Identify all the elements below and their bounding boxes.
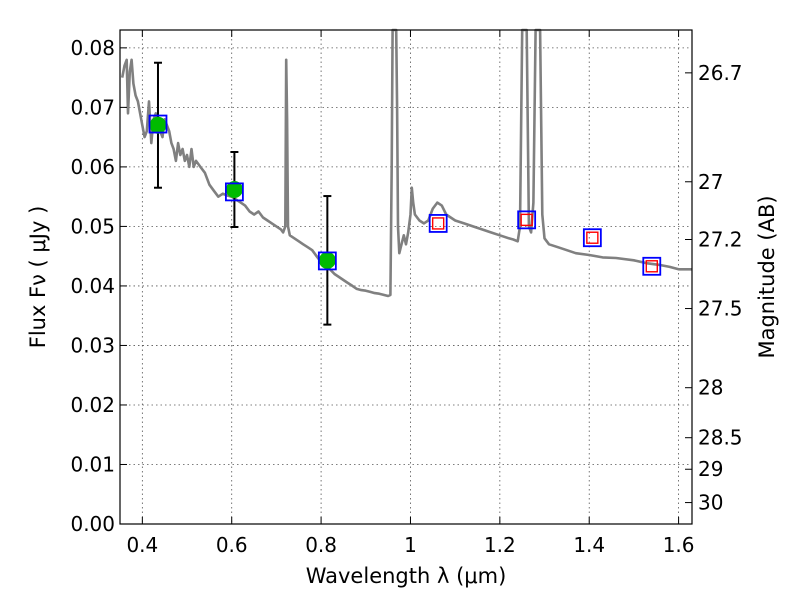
right-axis-title-text: Magnitude (AB) bbox=[755, 195, 779, 358]
right-axis-title: Magnitude (AB) bbox=[755, 195, 779, 358]
upper-limit-square bbox=[645, 260, 658, 273]
x-tick-label: 0.4 bbox=[126, 533, 158, 557]
observed-point bbox=[149, 116, 167, 134]
magnitude-tick-label: 26.7 bbox=[698, 61, 743, 85]
magnitude-tick-label: 30 bbox=[698, 491, 723, 515]
y-axis-title-text: Flux Fν ( μJy ) bbox=[26, 206, 50, 349]
y-tick-label: 0.05 bbox=[70, 214, 115, 238]
x-tick-label: 1.6 bbox=[663, 533, 695, 557]
x-tick-label: 1.4 bbox=[573, 533, 605, 557]
ticks-layer: 0.4 0.6 0.8 1 1.2 1.4 1.6 0.00 0.01 0.02 0.03 0.04 0… bbox=[70, 30, 743, 557]
x-tick-label: 0.8 bbox=[305, 533, 337, 557]
model-photometry-square bbox=[428, 214, 448, 233]
magnitude-tick-label: 27.2 bbox=[698, 228, 743, 252]
y-tick-label: 0.04 bbox=[70, 274, 115, 298]
x-axis-title-text: Wavelength λ (μm) bbox=[306, 564, 507, 588]
model-photometry-square bbox=[224, 182, 244, 202]
y-tick-label: 0.08 bbox=[70, 36, 115, 60]
model-photometry-square bbox=[148, 114, 168, 134]
upper-limit-square bbox=[520, 213, 533, 227]
grid bbox=[120, 30, 692, 525]
y-tick-label: 0.02 bbox=[70, 393, 115, 417]
y-tick-label: 0.00 bbox=[70, 512, 115, 536]
model-spectrum-line bbox=[120, 28, 692, 298]
model-spectrum-layer bbox=[120, 28, 692, 298]
magnitude-tick-label: 29 bbox=[698, 457, 723, 481]
upper-limit-square bbox=[586, 231, 599, 244]
plot-frame bbox=[119, 29, 693, 525]
y-tick-label: 0.03 bbox=[70, 333, 115, 357]
model-photometry-square bbox=[642, 256, 662, 276]
observed-point bbox=[318, 251, 336, 269]
magnitude-tick-label: 27.5 bbox=[698, 297, 743, 321]
model-photometry-square bbox=[582, 228, 602, 248]
y-axis-title: Flux Fν ( μJy ) bbox=[26, 206, 50, 349]
x-tick-label: 1 bbox=[404, 533, 417, 557]
y-tick-label: 0.06 bbox=[70, 155, 115, 179]
x-tick-label: 0.6 bbox=[216, 533, 248, 557]
magnitude-tick-label: 28.5 bbox=[698, 426, 743, 450]
x-tick-label: 1.2 bbox=[484, 533, 516, 557]
magnitude-tick-label: 27 bbox=[698, 170, 723, 194]
y-tick-label: 0.07 bbox=[70, 95, 115, 119]
y-tick-label: 0.01 bbox=[70, 452, 115, 476]
x-axis-title: Wavelength λ (μm) bbox=[306, 564, 507, 588]
markers-layer bbox=[148, 114, 662, 276]
magnitude-tick-label: 28 bbox=[698, 376, 723, 400]
model-photometry-square bbox=[317, 251, 337, 271]
model-photometry-square bbox=[517, 210, 537, 230]
upper-limit-square bbox=[431, 217, 445, 230]
